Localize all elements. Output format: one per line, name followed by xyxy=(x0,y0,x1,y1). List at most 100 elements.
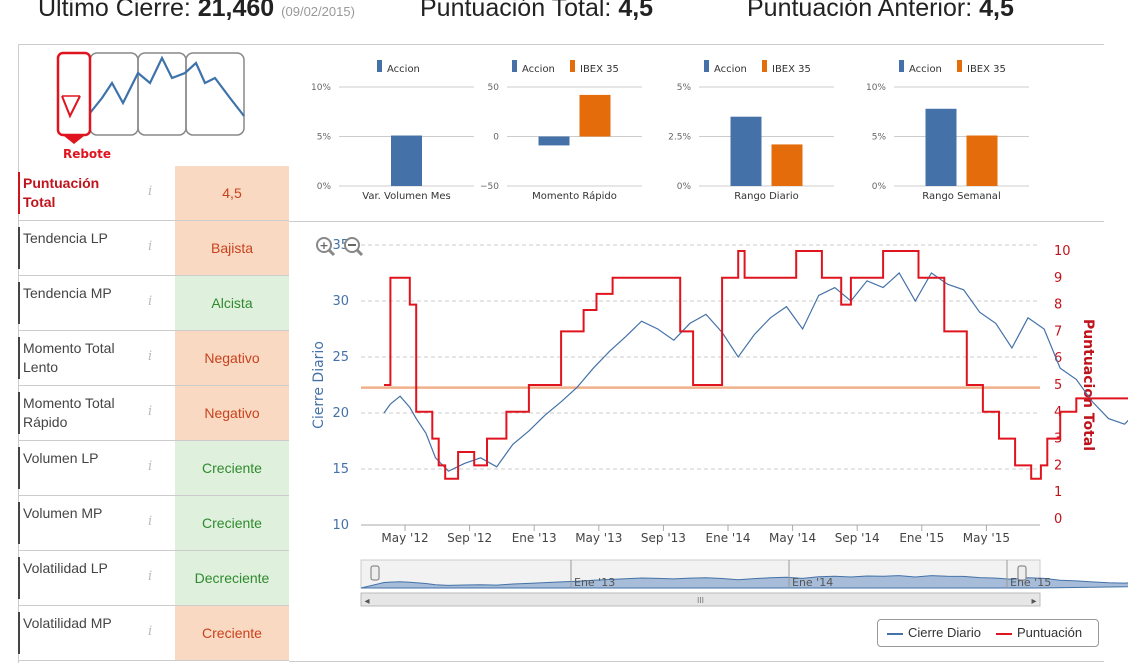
legend-item-cierre[interactable]: Cierre Diario xyxy=(887,625,981,640)
bar xyxy=(771,144,803,186)
legend-label: IBEX 35 xyxy=(772,64,811,75)
bar xyxy=(538,136,570,146)
indicator-value: Alcista xyxy=(175,276,289,330)
x-tick-label: Sep '14 xyxy=(835,531,880,545)
indicator-name: Momento Total Rápido xyxy=(23,395,115,430)
info-icon[interactable]: i xyxy=(148,294,153,309)
bar xyxy=(391,135,422,186)
zoom-out-icon[interactable] xyxy=(344,237,364,257)
legend-item-puntuacion[interactable]: Puntuación xyxy=(996,625,1082,640)
indicator-value: Creciente xyxy=(175,496,289,550)
indicator-name: Volumen MP xyxy=(23,505,103,521)
indicator-name: Volatilidad LP xyxy=(23,560,108,576)
scroll-left-icon[interactable]: ◂ xyxy=(364,596,369,607)
previous-score: Puntuación Anterior: 4,5 xyxy=(747,0,1014,23)
last-close: Ultimo Cierre: 21,460 (09/02/2015) xyxy=(38,0,355,23)
x-tick-label: Ene '14 xyxy=(706,531,751,545)
y-tick-label: 10% xyxy=(866,83,886,93)
zoom-in-icon[interactable]: + xyxy=(316,237,336,257)
indicator-value: Creciente xyxy=(175,606,289,660)
indicator-value: Creciente xyxy=(175,441,289,495)
legend-label-cierre: Cierre Diario xyxy=(908,625,981,640)
scroll-right-icon[interactable]: ▸ xyxy=(1031,596,1036,607)
indicator-name: Puntuación Total xyxy=(23,175,100,210)
total-score-label: Puntuación Total: xyxy=(420,0,612,22)
indicator-row: Volumen MP i Creciente xyxy=(18,496,289,551)
rebound-signal-icon: Rebote xyxy=(56,51,245,161)
y2-tick-label: 10 xyxy=(1054,244,1071,259)
bar xyxy=(966,135,998,186)
y-tick-label: 10% xyxy=(311,83,331,93)
header-divider xyxy=(18,44,1104,45)
x-tick-label: May '15 xyxy=(963,531,1010,545)
total-score-value: 4,5 xyxy=(618,0,654,22)
total-score: Puntuación Total: 4,5 xyxy=(420,0,653,23)
header: Ultimo Cierre: 21,460 (09/02/2015) Puntu… xyxy=(0,0,1128,40)
y-tick-label: 0% xyxy=(677,182,692,192)
y-tick-label: 2.5% xyxy=(668,133,691,143)
indicator-name: Volumen LP xyxy=(23,450,99,466)
indicator-row: Volatilidad MP i Creciente xyxy=(18,606,289,661)
legend-label: Accion xyxy=(909,64,942,75)
bar-charts: Accion 10% 5% 0% Var. Volumen Mes Accion IBEX … xyxy=(311,60,1029,202)
y2-tick-label: 7 xyxy=(1054,324,1062,339)
category-label: Momento Rápido xyxy=(532,190,617,202)
navigator-label: Ene '13 xyxy=(574,576,615,589)
indicator-row: Volatilidad LP i Decreciente xyxy=(18,551,289,606)
legend-label: Accion xyxy=(522,64,555,75)
info-icon[interactable]: i xyxy=(148,624,153,639)
navigator-scrollbar[interactable] xyxy=(360,592,1041,607)
y-tick-label: 5% xyxy=(677,83,692,93)
y2-tick-label: 6 xyxy=(1054,351,1062,366)
indicator-row: Tendencia MP i Alcista xyxy=(18,276,289,331)
info-icon[interactable]: i xyxy=(148,514,153,529)
series-line-puntuacion xyxy=(384,250,1128,480)
category-label: Rango Diario xyxy=(734,191,798,202)
y2-tick-label: 9 xyxy=(1054,271,1062,286)
x-tick-label: Sep '12 xyxy=(447,531,492,545)
indicator-value: Negativo xyxy=(175,386,289,440)
legend-swatch xyxy=(512,60,517,72)
indicator-row: Puntuación Total i 4,5 xyxy=(18,166,289,221)
info-icon[interactable]: i xyxy=(148,349,153,364)
navigator-handle-right[interactable] xyxy=(1017,565,1027,581)
zoom-in-circle xyxy=(316,237,332,253)
y-tick-label: 10 xyxy=(332,518,349,533)
legend-swatch xyxy=(570,60,575,72)
legend-swatch-cierre xyxy=(887,632,903,635)
indicator-row: Momento Total Lento i Negativo xyxy=(18,331,289,386)
indicator-row: Tendencia LP i Bajista xyxy=(18,221,289,276)
previous-score-label: Puntuación Anterior: xyxy=(747,0,973,22)
indicator-value: Bajista xyxy=(175,221,289,275)
row-marker xyxy=(18,612,20,654)
row-marker xyxy=(18,447,20,489)
y2-tick-label: 4 xyxy=(1054,405,1062,420)
info-icon[interactable]: i xyxy=(148,569,153,584)
info-icon[interactable]: i xyxy=(148,239,153,254)
y-tick-label: −50 xyxy=(480,182,499,192)
scrollbar-grip: III xyxy=(697,596,704,605)
previous-score-value: 4,5 xyxy=(979,0,1014,22)
x-tick-label: May '12 xyxy=(381,531,428,545)
info-icon[interactable]: i xyxy=(148,459,153,474)
indicator-name: Tendencia LP xyxy=(23,230,108,246)
zoom-in-glyph: + xyxy=(319,239,328,252)
info-icon[interactable]: i xyxy=(148,184,153,199)
indicator-value: Decreciente xyxy=(175,551,289,605)
y2-axis-title: Puntuacion Total xyxy=(1080,319,1096,451)
navigator-handle-left[interactable] xyxy=(370,565,380,581)
bar xyxy=(579,94,611,137)
indicator-value: Negativo xyxy=(175,331,289,385)
last-close-date: (09/02/2015) xyxy=(281,4,355,19)
legend-label-puntuacion: Puntuación xyxy=(1017,625,1083,640)
info-icon[interactable]: i xyxy=(148,404,153,419)
y-tick-label: 25 xyxy=(332,350,349,365)
y-tick-label: 50 xyxy=(488,83,500,93)
zoom-in-handle xyxy=(327,248,336,257)
x-tick-label: May '13 xyxy=(575,531,622,545)
legend-label: IBEX 35 xyxy=(967,64,1006,75)
chart-legend: Cierre Diario Puntuación xyxy=(877,619,1099,647)
navigator-area xyxy=(360,575,1128,589)
row-marker xyxy=(18,557,20,599)
